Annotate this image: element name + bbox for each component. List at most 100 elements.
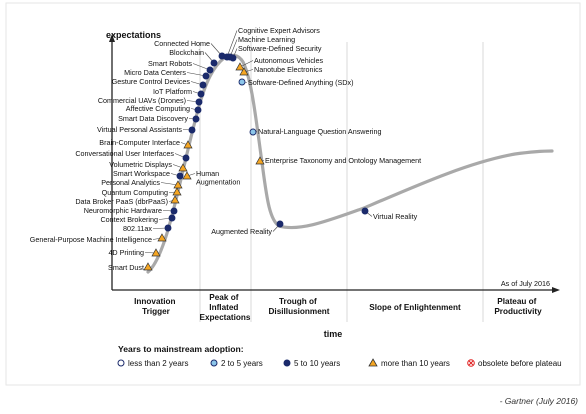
label-connected-home: Connected Home: [154, 39, 210, 48]
phase-peak: Peak of Inflated Expectations: [200, 293, 251, 322]
phase-trough-l1: Trough of: [279, 297, 317, 306]
phase-peak-l2: Inflated: [209, 303, 238, 312]
y-axis-arrow: [109, 34, 115, 42]
label-context-brokering: Context Brokering: [100, 215, 158, 224]
as-of-label: As of July 2016: [501, 279, 550, 288]
marker-quantum-computing: [172, 187, 182, 196]
label-software-defined-security: Software-Defined Security: [238, 44, 322, 53]
marker-neuromorphic-hardware: [170, 207, 178, 215]
legend-label-2to5: 2 to 5 years: [221, 359, 263, 368]
label-human-augmentation-line: Human: [196, 169, 219, 178]
label-general-purpose-machine-intelligence: General-Purpose Machine Intelligence: [30, 235, 152, 244]
legend-obsolete-x2: [468, 360, 474, 366]
label-smart-data-discovery: Smart Data Discovery: [118, 114, 188, 123]
marker-context-brokering: [168, 214, 176, 222]
label-cognitive-expert-advisors: Cognitive Expert Advisors: [238, 26, 320, 35]
label-augmented-reality: Augmented Reality: [211, 227, 272, 236]
label-4d-printing: 4D Printing: [108, 248, 144, 257]
phase-peak-l1: Peak of: [209, 293, 238, 302]
marker-smart-robots: [206, 66, 214, 74]
label-human-augmentation: Human Augmentation: [196, 169, 240, 187]
marker-software-defined-anything-sdx: [238, 78, 246, 86]
marker-data-broker-paas-dbrpaas: [170, 195, 180, 204]
phase-slope-l1: Slope of Enlightenment: [369, 303, 461, 312]
marker-smart-workspace: [176, 172, 184, 180]
legend-marker-2to5: [210, 359, 218, 367]
legend-marker-gt10: [368, 358, 378, 367]
label-neuromorphic-hardware: Neuromorphic Hardware: [84, 206, 162, 215]
phase-plateau-l1: Plateau of: [497, 297, 536, 306]
marker-human-augmentation: [182, 171, 192, 180]
label-autonomous-vehicles: Autonomous Vehicles: [254, 56, 324, 65]
phase-labels: Innovation Trigger Peak of Inflated Expe…: [134, 293, 542, 322]
label-human-augmentation-line: Augmentation: [196, 178, 240, 187]
label-iot-platform: IoT Platform: [153, 87, 192, 96]
x-axis-arrow: [552, 287, 560, 293]
phase-innovation-l2: Trigger: [142, 307, 171, 316]
label-conversational-user-interfaces: Conversational User Interfaces: [75, 149, 174, 158]
markers: [143, 52, 369, 271]
marker-virtual-personal-assistants: [188, 126, 196, 134]
label-software-defined-anything-sdx: Software-Defined Anything (SDx): [248, 78, 353, 87]
label-802-11ax: 802.11ax: [123, 224, 152, 233]
label-quantum-computing: Quantum Computing: [102, 188, 168, 197]
marker-micro-data-centers: [202, 72, 210, 80]
phase-plateau-l2: Productivity: [494, 307, 542, 316]
legend-label-lt2: less than 2 years: [128, 359, 188, 368]
legend: Years to mainstream adoption: less than …: [117, 344, 562, 368]
phase-innovation-l1: Innovation: [134, 297, 175, 306]
plot-area: [112, 42, 556, 290]
phase-peak-l3: Expectations: [200, 313, 251, 322]
leader-personal-analytics: [160, 182, 179, 186]
marker-conversational-user-interfaces: [182, 154, 190, 162]
label-machine-learning: Machine Learning: [238, 35, 295, 44]
phase-plateau: Plateau of Productivity: [494, 297, 542, 316]
label-gesture-control-devices: Gesture Control Devices: [112, 77, 191, 86]
marker-natural-language-question-answering: [249, 128, 257, 136]
marker-volumetric-displays: [178, 163, 188, 172]
label-smart-dust: Smart Dust: [108, 263, 144, 272]
marker-802-11ax: [164, 224, 172, 232]
marker-autonomous-vehicles: [235, 62, 245, 71]
leader-cognitive-expert-advisors: [226, 30, 238, 58]
legend-marker-lt2: [117, 359, 125, 367]
label-data-broker-paas-dbrpaas: Data Broker PaaS (dbrPaaS): [75, 197, 168, 206]
label-enterprise-taxonomy-and-ontology-management: Enterprise Taxonomy and Ontology Managem…: [265, 156, 421, 165]
marker-smart-dust: [143, 262, 153, 271]
marker-brain-computer-interface: [183, 140, 193, 149]
marker-augmented-reality: [276, 220, 284, 228]
legend-label-obsolete: obsolete before plateau: [478, 359, 562, 368]
label-virtual-personal-assistants: Virtual Personal Assistants: [97, 125, 182, 134]
phase-trough: Trough of Disillusionment: [269, 297, 330, 316]
x-axis-label: time: [324, 329, 343, 339]
label-nanotube-electronics: Nanotube Electronics: [254, 65, 323, 74]
marker-nanotube-electronics: [239, 67, 249, 76]
y-axis-label: expectations: [106, 30, 161, 40]
marker-commercial-uavs-drones: [195, 98, 203, 106]
label-personal-analytics: Personal Analytics: [101, 178, 160, 187]
marker-general-purpose-machine-intelligence: [157, 233, 167, 242]
marker-4d-printing: [151, 248, 161, 257]
marker-software-defined-security: [229, 54, 237, 62]
legend-marker-5to10: [283, 359, 291, 367]
label-smart-robots: Smart Robots: [148, 59, 192, 68]
marker-enterprise-taxonomy-and-ontology-management: [255, 156, 265, 165]
label-affective-computing: Affective Computing: [126, 104, 190, 113]
label-blockchain: Blockchain: [169, 48, 204, 57]
label-micro-data-centers: Micro Data Centers: [124, 68, 186, 77]
legend-title: Years to mainstream adoption:: [118, 344, 244, 354]
label-virtual-reality: Virtual Reality: [373, 212, 418, 221]
marker-blockchain: [210, 59, 218, 67]
marker-virtual-reality: [361, 207, 369, 215]
label-natural-language-question-answering: Natural-Language Question Answering: [258, 127, 381, 136]
marker-affective-computing: [194, 106, 202, 114]
marker-smart-data-discovery: [192, 115, 200, 123]
credit-text: - Gartner (July 2016): [500, 396, 579, 406]
marker-gesture-control-devices: [199, 81, 207, 89]
leader-autonomous-vehicles: [239, 60, 254, 68]
phase-trough-l2: Disillusionment: [269, 307, 330, 316]
label-volumetric-displays: Volumetric Displays: [109, 160, 172, 169]
legend-label-5to10: 5 to 10 years: [294, 359, 340, 368]
label-brain-computer-interface: Brain-Computer Interface: [99, 138, 180, 147]
